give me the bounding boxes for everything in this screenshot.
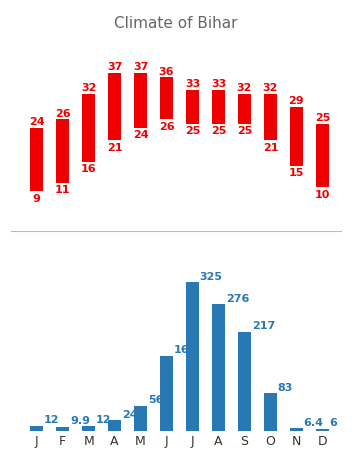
Text: 10: 10 (315, 189, 330, 199)
Text: 56: 56 (148, 394, 163, 404)
Text: 12: 12 (96, 414, 111, 425)
Bar (186, 90, 199, 124)
Text: 83: 83 (278, 382, 293, 392)
Text: 29: 29 (289, 96, 304, 106)
Bar (238, 95, 251, 124)
Bar (82, 426, 95, 431)
Text: 37: 37 (107, 62, 122, 72)
Text: 25: 25 (315, 112, 330, 123)
Bar (290, 107, 303, 166)
Bar (186, 282, 199, 431)
Text: 11: 11 (55, 185, 70, 195)
Text: 24: 24 (29, 117, 44, 127)
Text: 6.4: 6.4 (304, 417, 323, 427)
Text: 26: 26 (159, 122, 174, 132)
Text: 25: 25 (237, 126, 252, 136)
Bar (30, 129, 43, 192)
Text: 26: 26 (55, 108, 70, 118)
Bar (108, 74, 121, 141)
Text: 16: 16 (81, 164, 96, 174)
Bar (290, 429, 303, 431)
Text: 36: 36 (159, 67, 174, 76)
Text: 24: 24 (133, 130, 149, 140)
Bar (212, 305, 225, 431)
Bar (316, 429, 329, 431)
Text: 37: 37 (133, 62, 148, 72)
Bar (30, 426, 43, 431)
Text: Climate of Bihar: Climate of Bihar (114, 16, 238, 31)
Text: 165: 165 (174, 344, 197, 354)
Text: 217: 217 (252, 320, 275, 330)
Bar (264, 95, 277, 141)
Bar (134, 74, 147, 129)
Text: 25: 25 (211, 126, 226, 136)
Text: 32: 32 (263, 83, 278, 93)
Text: 9: 9 (33, 193, 40, 203)
Text: 6: 6 (329, 417, 338, 427)
Bar (82, 95, 95, 162)
Bar (56, 427, 69, 431)
Bar (160, 356, 173, 431)
Text: 32: 32 (237, 83, 252, 93)
Text: 24: 24 (122, 409, 138, 419)
Text: 21: 21 (107, 143, 122, 153)
Text: 15: 15 (289, 168, 304, 178)
Text: 32: 32 (81, 83, 96, 93)
Bar (56, 120, 69, 183)
Text: 25: 25 (185, 126, 200, 136)
Text: 276: 276 (226, 293, 249, 303)
Bar (160, 78, 173, 120)
Text: 12: 12 (44, 414, 59, 425)
Text: 9.9: 9.9 (70, 415, 90, 425)
Bar (238, 332, 251, 431)
Bar (134, 406, 147, 431)
Text: 33: 33 (185, 79, 200, 89)
Text: 21: 21 (263, 143, 278, 153)
Text: 325: 325 (200, 271, 223, 281)
Bar (212, 90, 225, 124)
Text: 33: 33 (211, 79, 226, 89)
Bar (264, 393, 277, 431)
Bar (316, 124, 329, 187)
Bar (108, 420, 121, 431)
